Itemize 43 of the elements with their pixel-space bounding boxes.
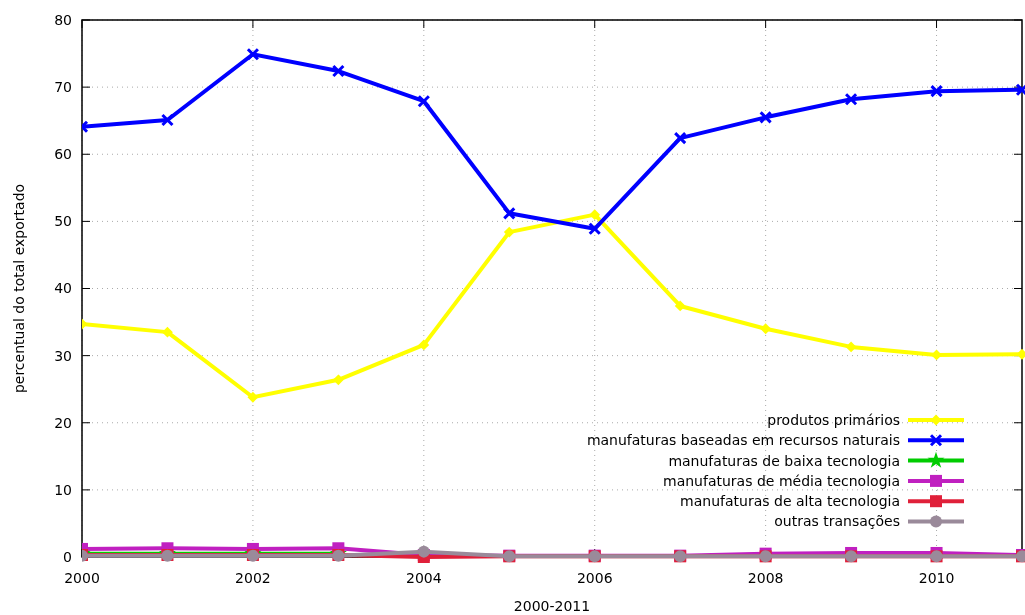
point bbox=[930, 84, 944, 98]
legend-label: produtos primários bbox=[767, 411, 900, 428]
point bbox=[418, 339, 429, 350]
y-tick-label: 0 bbox=[63, 548, 72, 565]
point bbox=[759, 110, 773, 124]
point bbox=[417, 94, 431, 108]
point bbox=[331, 64, 345, 78]
x-tick-label: 2002 bbox=[235, 570, 271, 586]
legend-label: manufaturas de média tecnologia bbox=[663, 472, 900, 489]
y-tick-label: 50 bbox=[54, 213, 72, 230]
legend-label: manufaturas baseadas em recursos naturais bbox=[586, 432, 900, 449]
y-tick-label: 60 bbox=[54, 146, 72, 163]
y-tick-label: 20 bbox=[54, 414, 72, 431]
point bbox=[589, 209, 600, 220]
y-tick-label: 80 bbox=[54, 11, 72, 28]
point bbox=[247, 392, 258, 403]
y-axis-title: percentual do total exportado bbox=[11, 183, 27, 394]
point bbox=[504, 227, 515, 238]
point bbox=[675, 300, 686, 311]
x-tick-label: 2010 bbox=[918, 570, 955, 586]
y-tick-label: 10 bbox=[54, 481, 72, 498]
y-tick-label: 40 bbox=[54, 280, 72, 297]
point bbox=[160, 113, 174, 127]
x-tick-label: 2008 bbox=[747, 570, 784, 586]
point bbox=[502, 206, 516, 220]
legend-label: outras transações bbox=[774, 513, 900, 530]
point bbox=[162, 327, 173, 338]
point bbox=[333, 374, 344, 385]
point bbox=[673, 131, 687, 145]
x-tick-label: 2004 bbox=[406, 570, 442, 586]
y-tick-label: 30 bbox=[54, 347, 72, 364]
x-axis-title: 2000-2011 bbox=[513, 598, 591, 614]
point bbox=[760, 323, 771, 334]
point bbox=[588, 222, 602, 236]
legend-label: manufaturas de alta tecnologia bbox=[680, 493, 900, 510]
point bbox=[246, 47, 260, 61]
x-tick-label: 2006 bbox=[576, 570, 613, 586]
point bbox=[846, 341, 857, 352]
point bbox=[844, 92, 858, 106]
x-tick-label: 2000 bbox=[64, 570, 100, 586]
y-tick-label: 70 bbox=[54, 79, 72, 96]
point bbox=[417, 545, 430, 558]
legend-label: manufaturas de baixa tecnologia bbox=[668, 452, 900, 469]
